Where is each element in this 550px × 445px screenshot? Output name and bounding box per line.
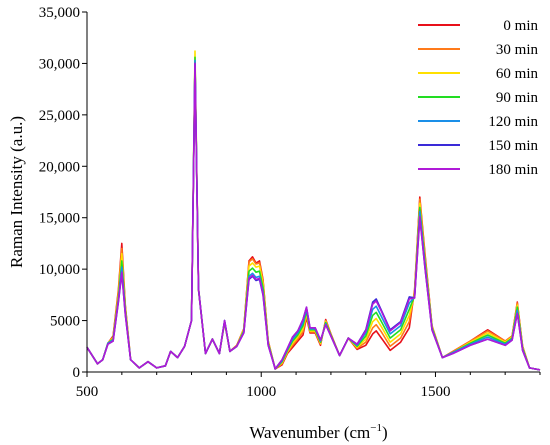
series-line-2 [86,50,541,371]
legend-label: 150 min [488,138,538,154]
axes-layer [86,12,540,373]
y-tick-label: 5000 [50,314,80,330]
legend-label: 180 min [488,162,538,178]
y-tick-label: 30,000 [39,56,80,72]
series-line-3 [86,56,541,371]
x-axis-title-main: Wavenumber (cm [249,423,370,442]
y-tick-label: 20,000 [39,159,80,175]
y-tick-label: 25,000 [39,108,80,124]
y-tick-label: 15,000 [39,211,80,227]
legend-label: 0 min [503,18,538,34]
y-tick-label: 35,000 [39,5,80,21]
x-tick-label: 1500 [420,384,450,400]
series-line-1 [86,60,541,371]
x-axis-title-sup: −1 [370,422,382,434]
series-layer [86,50,541,371]
series-line-0 [86,62,541,371]
y-axis-title: Raman Intensity (a.u.) [7,116,26,268]
legend-label: 120 min [488,114,538,130]
x-tick-label: 500 [76,384,99,400]
legend: 0 min 30 min 60 min 90 min 120 min 150 min 180… [418,18,538,178]
legend-label: 30 min [496,42,539,58]
y-tick-label: 0 [73,365,81,381]
legend-label: 60 min [496,66,539,82]
series-line-6 [86,62,541,371]
x-tick-label: 1000 [246,384,276,400]
legend-label: 90 min [496,90,539,106]
series-line-4 [86,59,541,371]
x-axis-title-close: ) [382,423,388,442]
series-line-5 [86,62,541,371]
ticks-layer: 0 5000 10,000 15,000 20,000 25,000 30,000 35,00… [39,5,541,400]
x-axis-title: Wavenumber (cm−1) [249,422,387,442]
y-tick-label: 10,000 [39,262,80,278]
